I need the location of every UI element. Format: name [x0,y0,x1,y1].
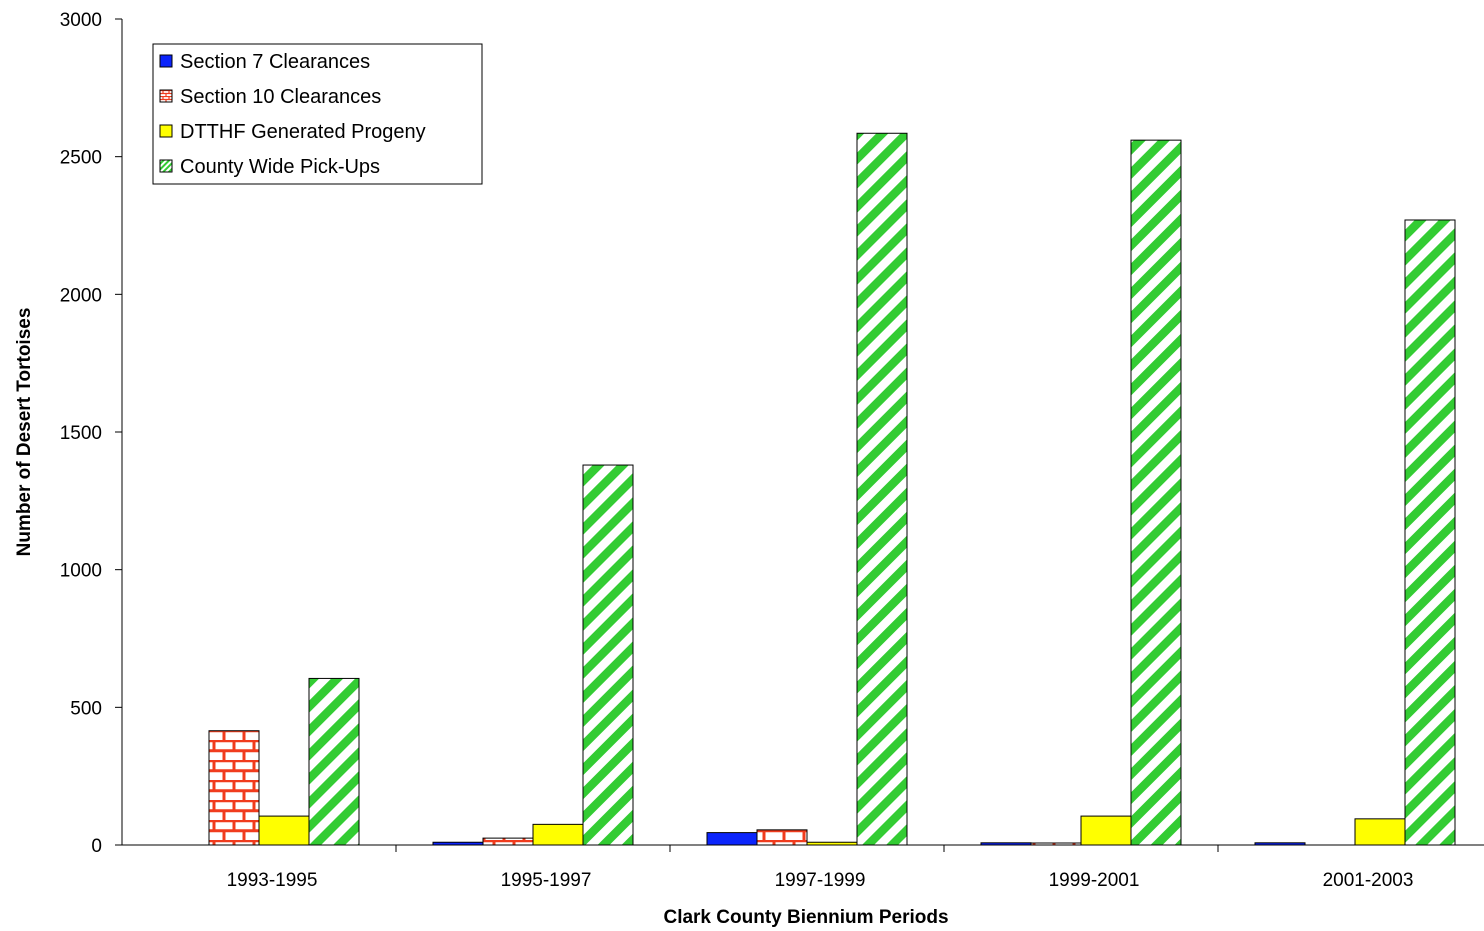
x-tick-label: 1997-1999 [775,870,866,891]
legend-label: Section 10 Clearances [180,86,381,108]
legend-label: DTTHF Generated Progeny [180,121,426,143]
legend-swatch [159,54,173,68]
bar-dtthf-generated-progeny [1080,815,1132,846]
bar-section-10-clearances [482,837,534,846]
legend-label: Section 7 Clearances [180,51,370,73]
y-tick-label: 3000 [60,10,102,31]
legend-box [152,43,483,185]
y-tick-label: 1500 [60,423,102,444]
x-tick-label: 2001-2003 [1323,870,1414,891]
x-axis-title: Clark County Biennium Periods [663,907,948,928]
bar-county-wide-pick-ups [308,677,360,846]
y-axis-title: Number of Desert Tortoises [14,308,35,557]
bar-section-10-clearances [756,829,808,846]
legend-swatch [159,159,173,173]
bar-county-wide-pick-ups [1130,139,1182,846]
bar-section-7-clearances [706,832,758,846]
y-axis-ticks: 0 500 1000 1500 2000 2500 3000 [60,10,122,857]
x-tick-label: 1995-1997 [501,870,592,891]
bar-dtthf-generated-progeny [532,823,584,846]
legend-swatch [159,124,173,138]
bar-section-10-clearances [208,730,260,846]
bar-dtthf-generated-progeny [258,815,310,846]
bar-county-wide-pick-ups [582,464,634,846]
bar-dtthf-generated-progeny [1354,818,1406,846]
x-axis-ticks: 1993-1995 1995-1997 1997-1999 1999-2001 2001… [227,845,1414,891]
y-tick-label: 0 [91,836,102,857]
x-tick-label: 1993-1995 [227,870,318,891]
bar-county-wide-pick-ups [1404,219,1456,846]
legend-label: County Wide Pick-Ups [180,156,380,178]
legend: Section 7 Clearances Section 10 Clearance… [152,43,483,185]
bar-series [208,132,1456,846]
y-tick-label: 2500 [60,148,102,169]
x-tick-label: 1999-2001 [1049,870,1140,891]
y-tick-label: 500 [70,698,102,719]
bar-county-wide-pick-ups [856,132,908,846]
y-tick-label: 2000 [60,285,102,306]
legend-swatch [159,89,173,103]
y-tick-label: 1000 [60,561,102,582]
